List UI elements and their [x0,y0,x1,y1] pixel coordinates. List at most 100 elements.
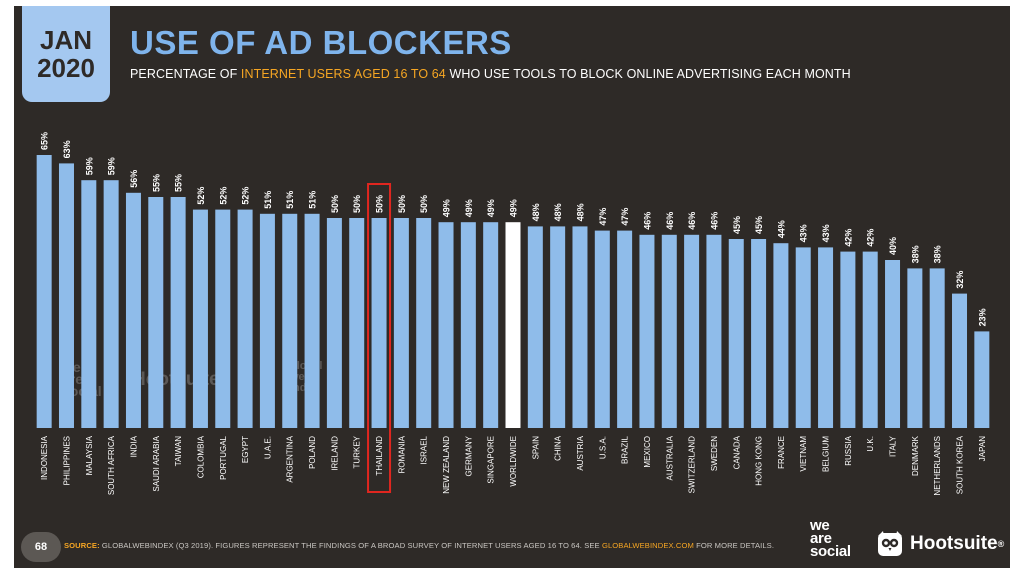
bar-india [125,192,141,428]
category-label-singapore: SINGAPORE [487,436,496,484]
bar-ireland [326,218,342,428]
category-label-turkey: TURKEY [353,435,362,468]
category-label-poland: POLAND [308,436,317,469]
value-label-u-k: 42% [866,229,876,247]
source-tail: FOR MORE DETAILS. [693,541,775,550]
bar-japan [974,331,990,428]
category-label-u-a-e: U.A.E. [263,436,272,459]
category-label-switzerland: SWITZERLAND [688,436,697,494]
category-label-france: FRANCE [777,436,786,469]
bar-poland [304,213,320,428]
logo-are: are [810,530,832,547]
bar-u-s-a [594,230,610,428]
bar-canada [728,239,744,428]
bar-south-africa [103,180,119,428]
subtitle-highlight: INTERNET USERS AGED 16 TO 64 [240,67,446,81]
category-label-hong-kong: HONG KONG [755,436,764,486]
category-label-canada: CANADA [732,435,741,469]
value-label-spain: 48% [531,203,541,221]
value-label-south-africa: 59% [107,157,117,175]
value-label-sweden: 46% [709,212,719,230]
category-label-spain: SPAIN [531,436,540,460]
bar-colombia [192,209,208,428]
owl-icon [878,531,902,556]
value-label-u-s-a: 47% [598,208,608,226]
bar-thailand [371,218,387,428]
source-link[interactable]: GLOBALWEBINDEX.COM [601,541,694,550]
value-label-philippines: 63% [62,140,72,158]
value-label-austria: 48% [575,203,585,221]
bar-france [773,243,789,428]
value-label-taiwan: 55% [174,174,184,192]
value-label-netherlands: 38% [933,245,943,263]
hootsuite-logo: Hootsuite ® [876,530,1004,558]
bar-u-k [862,251,878,428]
bar-portugal [215,209,231,428]
category-label-israel: ISRAEL [420,435,429,464]
category-label-colombia: COLOMBIA [196,435,205,478]
value-label-new-zealand: 49% [442,199,452,217]
value-label-worldwide: 49% [509,199,519,217]
value-label-south-korea: 32% [955,271,965,289]
category-label-malaysia: MALAYSIA [85,435,94,475]
value-label-singapore: 49% [486,199,496,217]
subtitle-post: WHO USE TOOLS TO BLOCK ONLINE ADVERTISIN… [445,67,851,81]
bar-chart: 65% INDONESIA 63% PHILIPPINES 59% MALAYSIA 59%… [36,132,990,496]
value-label-france: 44% [776,220,786,238]
page-number: 68 [21,532,61,562]
value-label-israel: 50% [419,195,429,213]
bar-indonesia [36,155,52,428]
bar-italy [885,260,901,428]
page-title: USE OF AD BLOCKERS [130,24,512,61]
category-label-india: INDIA [129,435,138,457]
value-label-portugal: 52% [218,187,228,205]
value-label-romania: 50% [397,195,407,213]
value-label-colombia: 52% [196,187,206,205]
category-label-portugal: PORTUGAL [219,435,228,479]
bar-singapore [483,222,499,428]
bar-south-korea [952,293,968,428]
value-label-canada: 45% [732,216,742,234]
category-label-romania: ROMANIA [397,435,406,473]
hootsuite-wordmark: Hootsuite [910,533,998,554]
bar-hong-kong [751,239,767,428]
value-label-australia: 46% [665,212,675,230]
category-label-philippines: PHILIPPINES [62,436,71,485]
value-label-thailand: 50% [375,195,385,213]
value-label-india: 56% [129,170,139,188]
category-label-u-k: U.K. [866,436,875,452]
page-subtitle: PERCENTAGE OF INTERNET USERS AGED 16 TO … [130,67,851,81]
bar-netherlands [929,268,945,428]
category-label-netherlands: NETHERLANDS [933,436,942,496]
category-label-ireland: IRELAND [330,436,339,471]
value-label-italy: 40% [888,237,898,255]
value-label-saudi-arabia: 55% [151,174,161,192]
category-label-thailand: THAILAND [375,436,384,476]
category-label-sweden: SWEDEN [710,436,719,471]
category-label-austria: AUSTRIA [576,435,585,470]
logo-we: we [810,517,830,534]
value-label-egypt: 52% [241,187,251,205]
value-label-switzerland: 46% [687,212,697,230]
bar-worldwide [505,222,521,428]
category-label-russia: RUSSIA [844,435,853,465]
bar-denmark [907,268,923,428]
bar-brazil [617,230,633,428]
value-label-u-a-e: 51% [263,191,273,209]
bar-taiwan [170,197,186,428]
bar-sweden [706,234,722,428]
highlight-box-thailand [367,183,392,493]
category-label-china: CHINA [554,435,563,461]
category-label-italy: ITALY [889,435,898,457]
category-label-indonesia: INDONESIA [40,435,49,480]
bar-new-zealand [438,222,454,428]
category-label-saudi-arabia: SAUDI ARABIA [152,435,161,491]
logo-social: social [810,543,851,560]
subtitle-pre: PERCENTAGE OF [130,67,241,81]
source-label: SOURCE: [64,541,100,550]
category-label-taiwan: TAIWAN [174,436,183,466]
bar-spain [527,226,543,428]
value-label-argentina: 51% [285,191,295,209]
category-label-belgium: BELGIUM [822,436,831,472]
bar-malaysia [81,180,97,428]
